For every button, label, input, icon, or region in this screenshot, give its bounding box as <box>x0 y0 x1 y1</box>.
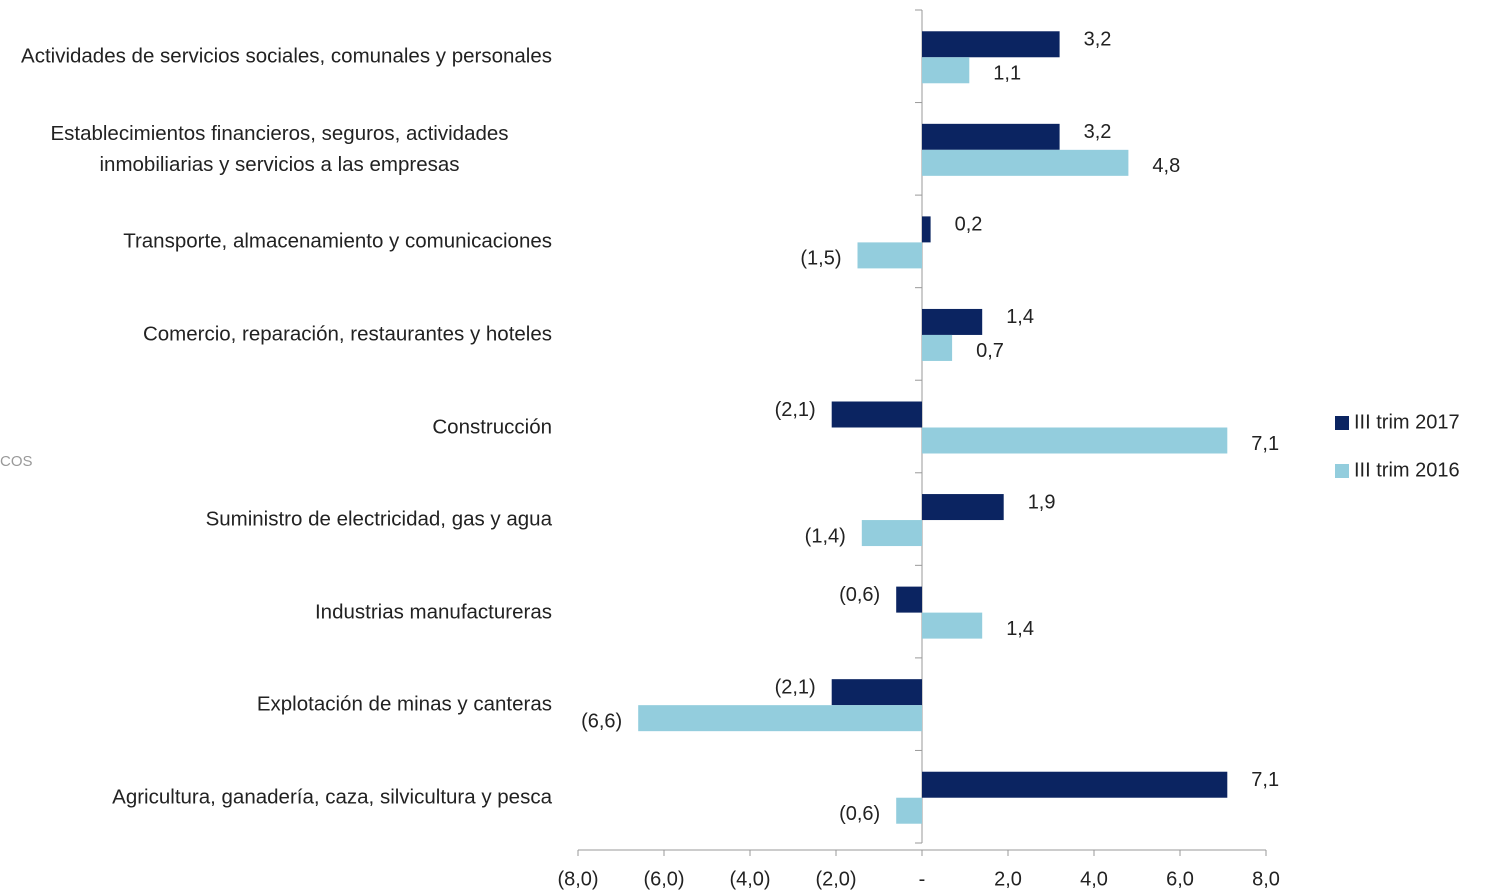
x-tick-label: (6,0) <box>643 868 684 890</box>
value-label: (2,1) <box>775 399 816 421</box>
value-label: (2,1) <box>775 676 816 698</box>
value-label: 4,8 <box>1152 155 1180 177</box>
bar <box>922 308 983 335</box>
bar <box>922 149 1129 176</box>
x-tick-label: 6,0 <box>1166 868 1194 890</box>
bar <box>922 771 1228 798</box>
category-label-box: Actividades de servicios sociales, comun… <box>0 41 552 72</box>
x-tick-label: 8,0 <box>1252 868 1280 890</box>
y-tick-label: Agricultura, ganadería, caza, silvicultu… <box>112 785 552 809</box>
x-tick-label: 2,0 <box>994 868 1022 890</box>
value-label: 0,7 <box>976 340 1004 362</box>
value-label: 0,2 <box>955 214 983 236</box>
value-label: (6,6) <box>581 710 622 732</box>
bar <box>922 31 1060 58</box>
bar <box>831 401 922 428</box>
legend-label: III trim 2016 <box>1354 459 1460 481</box>
bar <box>638 705 922 732</box>
y-tick-label: Suministro de electricidad, gas y agua <box>205 507 552 531</box>
value-label: 1,4 <box>1006 306 1034 328</box>
legend-label: III trim 2017 <box>1354 411 1460 433</box>
bar <box>922 123 1060 150</box>
value-label: (1,4) <box>805 525 846 547</box>
y-tick-label: Comercio, reparación, restaurantes y hot… <box>142 322 552 346</box>
value-label: 1,4 <box>1006 618 1034 640</box>
bar <box>922 57 970 84</box>
bar <box>831 679 922 706</box>
y-tick-label: Actividades de servicios sociales, comun… <box>21 44 552 68</box>
bar <box>922 216 931 243</box>
x-tick-label: (8,0) <box>557 868 598 890</box>
x-tick-label: (4,0) <box>729 868 770 890</box>
x-tick-label: (2,0) <box>815 868 856 890</box>
value-label: 7,1 <box>1251 769 1279 791</box>
value-label: 3,2 <box>1084 121 1112 143</box>
bar <box>922 427 1228 454</box>
value-label: (1,5) <box>800 248 841 270</box>
bar <box>922 494 1004 521</box>
bar <box>922 612 983 639</box>
watermark: COS <box>0 453 33 470</box>
x-tick-label: 4,0 <box>1080 868 1108 890</box>
value-label: 7,1 <box>1251 433 1279 455</box>
category-label-box: Comercio, reparación, restaurantes y hot… <box>0 318 552 349</box>
bar <box>896 586 922 613</box>
y-tick-label: Establecimientos financieros, seguros, a… <box>50 121 509 176</box>
bar <box>896 797 922 824</box>
y-tick-label: Transporte, almacenamiento y comunicacio… <box>123 229 552 253</box>
category-label-box: Construcción <box>0 411 552 442</box>
legend-swatch <box>1335 416 1349 430</box>
y-tick-label: Construcción <box>432 415 552 438</box>
category-label-box: Industrias manufactureras <box>0 596 552 627</box>
category-label-box: Suministro de electricidad, gas y agua <box>0 504 552 535</box>
value-label: 1,9 <box>1028 491 1056 513</box>
category-label-box: Explotación de minas y canteras <box>0 689 552 720</box>
bar <box>857 242 922 269</box>
value-label: (0,6) <box>839 584 880 606</box>
value-label: (0,6) <box>839 803 880 825</box>
value-label: 1,1 <box>993 63 1021 85</box>
category-label-box: Transporte, almacenamiento y comunicacio… <box>0 226 552 257</box>
legend-swatch <box>1335 464 1349 478</box>
y-tick-label: Explotación de minas y canteras <box>256 692 552 716</box>
bar <box>922 334 953 361</box>
x-tick-label: - <box>919 868 926 890</box>
category-label-box: Establecimientos financieros, seguros, a… <box>0 118 552 180</box>
category-label-box: Agricultura, ganadería, caza, silvicultu… <box>0 781 552 812</box>
y-tick-label: Industrias manufactureras <box>314 600 552 624</box>
bar <box>861 520 922 547</box>
value-label: 3,2 <box>1084 29 1112 51</box>
